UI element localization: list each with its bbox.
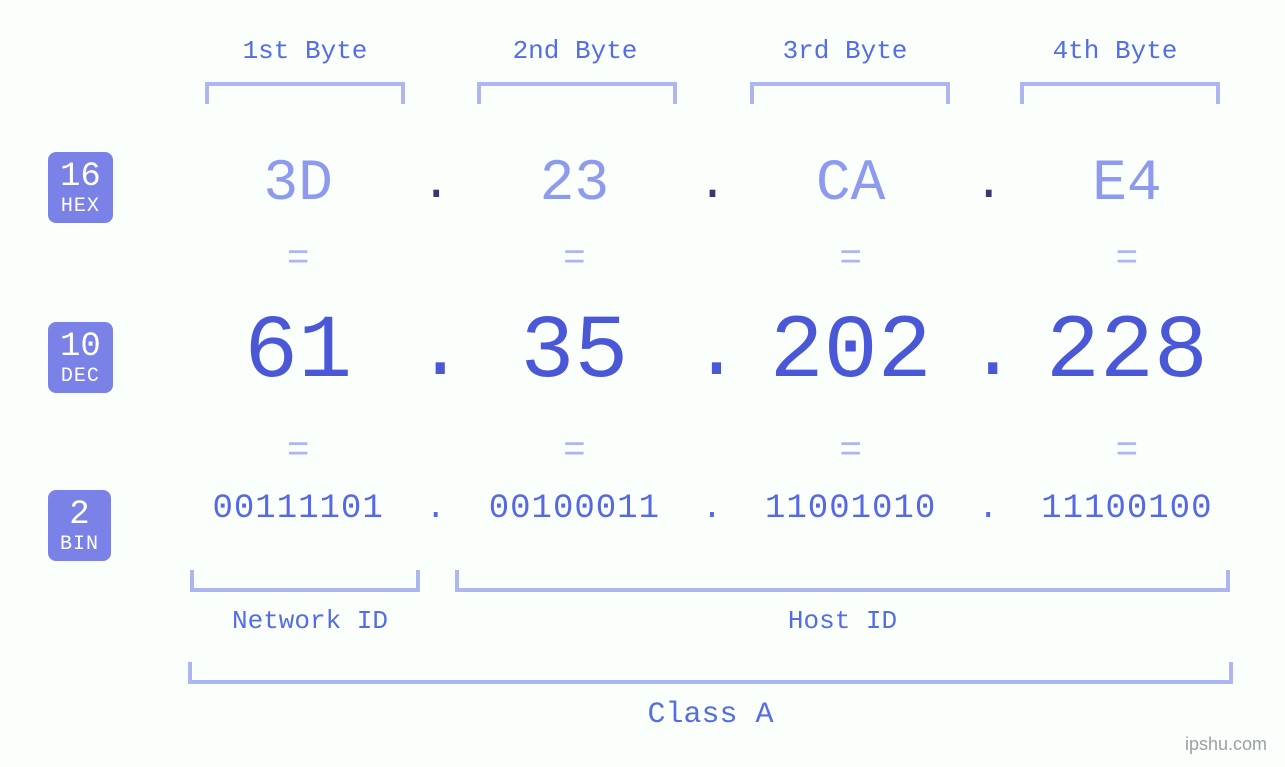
dot-icon: .: [416, 156, 456, 213]
dot-icon: .: [693, 490, 733, 528]
bin-cell-2: 00100011: [456, 490, 692, 528]
bin-cell-3: 11001010: [733, 490, 969, 528]
dot-icon: .: [693, 308, 733, 399]
eq-icon: =: [456, 238, 692, 281]
top-bracket-3: [750, 82, 950, 104]
host-label: Host ID: [455, 606, 1230, 636]
dec-cell-3: 202: [733, 302, 969, 404]
dot-icon: .: [969, 490, 1009, 528]
eq-icon: =: [733, 430, 969, 473]
net-label: Network ID: [210, 606, 410, 636]
dot-icon: .: [969, 308, 1009, 399]
hex-badge-num: 16: [60, 160, 101, 196]
byte-label-4: 4th Byte: [1000, 36, 1230, 66]
eq-icon: =: [180, 430, 416, 473]
class-label: Class A: [188, 698, 1233, 732]
hex-row: 3D . 23 . CA . E4: [180, 152, 1245, 217]
hex-badge: 16 HEX: [48, 152, 113, 223]
eq-icon: =: [180, 238, 416, 281]
dec-row: 61 . 35 . 202 . 228: [180, 302, 1245, 404]
eq-icon: =: [1009, 238, 1245, 281]
eq-row-2: = = = =: [180, 430, 1245, 473]
eq-icon: =: [1009, 430, 1245, 473]
eq-icon: =: [456, 430, 692, 473]
bin-cell-1: 00111101: [180, 490, 416, 528]
bin-row: 00111101 . 00100011 . 11001010 . 1110010…: [180, 490, 1245, 528]
hex-badge-lbl: HEX: [60, 196, 101, 217]
top-bracket-1: [205, 82, 405, 104]
watermark: ipshu.com: [1185, 734, 1267, 755]
byte-label-1: 1st Byte: [190, 36, 420, 66]
dec-badge: 10 DEC: [48, 322, 113, 393]
dec-cell-1: 61: [180, 302, 416, 404]
bin-badge-num: 2: [60, 498, 99, 534]
dec-cell-2: 35: [456, 302, 692, 404]
net-bracket: [190, 570, 420, 592]
bin-cell-4: 11100100: [1009, 490, 1245, 528]
hex-cell-1: 3D: [180, 152, 416, 217]
byte-label-2: 2nd Byte: [460, 36, 690, 66]
eq-icon: =: [733, 238, 969, 281]
bin-badge-lbl: BIN: [60, 534, 99, 555]
dot-icon: .: [416, 490, 456, 528]
class-bracket: [188, 662, 1233, 684]
hex-cell-3: CA: [733, 152, 969, 217]
top-bracket-4: [1020, 82, 1220, 104]
eq-row-1: = = = =: [180, 238, 1245, 281]
bin-badge: 2 BIN: [48, 490, 111, 561]
dot-icon: .: [416, 308, 456, 399]
dot-icon: .: [693, 156, 733, 213]
dec-cell-4: 228: [1009, 302, 1245, 404]
dec-badge-lbl: DEC: [60, 366, 101, 387]
hex-cell-4: E4: [1009, 152, 1245, 217]
dec-badge-num: 10: [60, 330, 101, 366]
dot-icon: .: [969, 156, 1009, 213]
host-bracket: [455, 570, 1230, 592]
top-bracket-2: [477, 82, 677, 104]
byte-label-3: 3rd Byte: [730, 36, 960, 66]
hex-cell-2: 23: [456, 152, 692, 217]
